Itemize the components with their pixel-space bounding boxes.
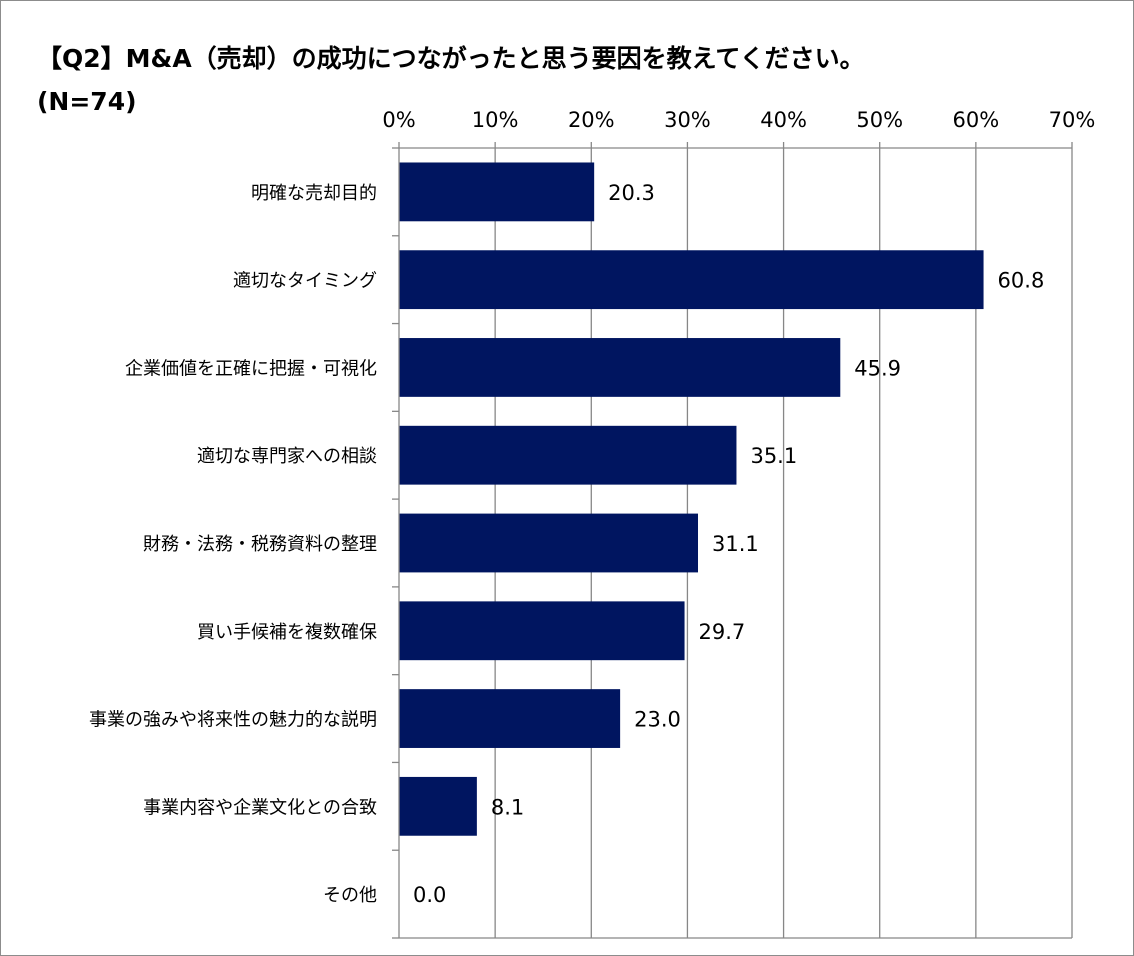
bar: [399, 601, 685, 661]
data-label: 20.3: [608, 181, 655, 205]
category-label: 事業内容や企業文化との合致: [143, 797, 377, 818]
data-label: 35.1: [750, 444, 797, 468]
x-tick-label: 10%: [472, 108, 519, 132]
data-label: 8.1: [491, 795, 524, 819]
data-label: 0.0: [413, 883, 446, 907]
x-tick-label: 40%: [760, 108, 807, 132]
bar: [399, 513, 699, 573]
category-label: 適切な専門家への相談: [197, 446, 377, 467]
x-tick-label: 0%: [382, 108, 415, 132]
chart-title: 【Q2】M&A（売却）の成功につながったと思う要因を教えてください。: [37, 44, 865, 73]
data-label: 29.7: [699, 620, 746, 644]
category-label: 財務・法務・税務資料の整理: [143, 534, 377, 555]
bar: [399, 162, 595, 222]
category-label: 事業の強みや将来性の魅力的な説明: [89, 710, 377, 731]
bar: [399, 689, 621, 748]
chart-subtitle: (N=74): [37, 87, 137, 116]
x-tick-label: 70%: [1049, 108, 1096, 132]
data-label: 23.0: [634, 708, 681, 732]
category-label: 明確な売却目的: [251, 183, 377, 204]
bar: [399, 425, 737, 485]
data-label: 60.8: [998, 269, 1045, 293]
data-label: 31.1: [712, 532, 759, 556]
bar: [399, 776, 477, 836]
category-label: 企業価値を正確に把握・可視化: [125, 358, 377, 379]
category-label: その他: [323, 885, 377, 906]
bar: [399, 250, 984, 310]
x-tick-label: 60%: [953, 108, 1000, 132]
x-tick-label: 50%: [856, 108, 903, 132]
category-label: 買い手候補を複数確保: [197, 622, 377, 643]
x-tick-label: 20%: [568, 108, 615, 132]
data-label: 45.9: [854, 356, 901, 380]
category-label: 適切なタイミング: [233, 271, 377, 292]
x-tick-label: 30%: [664, 108, 711, 132]
bar: [399, 338, 841, 397]
